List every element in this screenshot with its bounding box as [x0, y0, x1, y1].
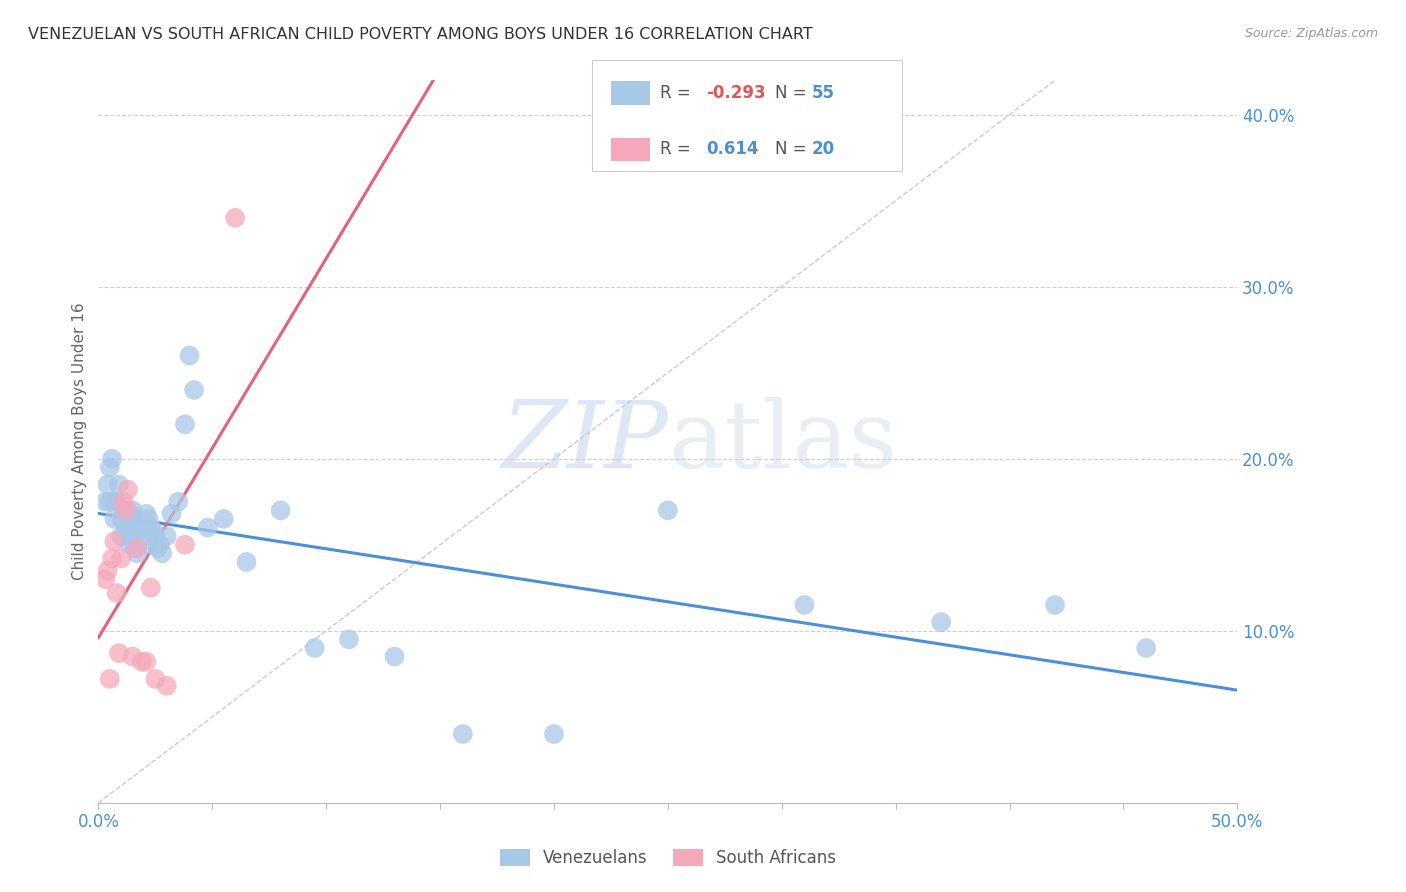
- Text: 20: 20: [811, 140, 835, 158]
- Point: [110, 512, 132, 526]
- Point: [224, 211, 246, 225]
- Text: R =: R =: [659, 84, 696, 102]
- Point: [117, 483, 139, 497]
- Point: [112, 494, 135, 508]
- Point: [124, 541, 146, 556]
- Point: [131, 520, 153, 534]
- Point: [160, 507, 183, 521]
- Text: N =: N =: [775, 140, 813, 158]
- Point: [183, 383, 205, 397]
- Point: [105, 586, 128, 600]
- Point: [121, 649, 143, 664]
- Point: [174, 538, 197, 552]
- Legend: Venezuelans, South Africans: Venezuelans, South Africans: [499, 848, 837, 867]
- Point: [117, 503, 139, 517]
- Text: N =: N =: [775, 84, 813, 102]
- Point: [657, 503, 679, 517]
- Point: [179, 349, 201, 363]
- Point: [139, 520, 162, 534]
- Point: [108, 646, 131, 660]
- Point: [96, 477, 118, 491]
- Y-axis label: Child Poverty Among Boys Under 16: Child Poverty Among Boys Under 16: [72, 302, 87, 581]
- Point: [98, 494, 121, 508]
- Point: [145, 529, 167, 543]
- Point: [138, 538, 160, 552]
- Point: [135, 655, 157, 669]
- Text: ZIP: ZIP: [501, 397, 668, 486]
- Point: [120, 512, 142, 526]
- Point: [384, 649, 406, 664]
- Point: [156, 529, 179, 543]
- Text: R =: R =: [659, 140, 702, 158]
- Point: [127, 541, 149, 556]
- Point: [146, 541, 169, 556]
- Point: [142, 524, 165, 538]
- Point: [127, 520, 149, 534]
- Point: [235, 555, 257, 569]
- Point: [138, 512, 160, 526]
- Text: VENEZUELAN VS SOUTH AFRICAN CHILD POVERTY AMONG BOYS UNDER 16 CORRELATION CHART: VENEZUELAN VS SOUTH AFRICAN CHILD POVERT…: [28, 27, 813, 42]
- Point: [94, 494, 117, 508]
- Point: [793, 598, 815, 612]
- Point: [197, 520, 219, 534]
- Point: [103, 534, 125, 549]
- Point: [114, 503, 136, 517]
- Point: [304, 640, 326, 655]
- Point: [150, 546, 173, 560]
- Point: [121, 529, 143, 543]
- Text: -0.293: -0.293: [706, 84, 766, 102]
- Point: [451, 727, 474, 741]
- Point: [110, 551, 132, 566]
- Point: [94, 572, 117, 586]
- Point: [149, 538, 172, 552]
- Point: [114, 520, 136, 534]
- Text: 55: 55: [811, 84, 835, 102]
- Point: [337, 632, 360, 647]
- Point: [929, 615, 952, 630]
- Point: [139, 581, 162, 595]
- Point: [270, 503, 292, 517]
- Text: 0.614: 0.614: [706, 140, 759, 158]
- Point: [121, 503, 143, 517]
- Point: [543, 727, 565, 741]
- Point: [212, 512, 235, 526]
- Point: [105, 494, 128, 508]
- Point: [131, 655, 153, 669]
- Point: [132, 529, 155, 543]
- Point: [101, 551, 124, 566]
- Point: [110, 529, 132, 543]
- Point: [145, 672, 167, 686]
- Point: [128, 524, 150, 538]
- Point: [103, 494, 125, 508]
- Point: [101, 451, 124, 466]
- Point: [167, 494, 190, 508]
- Point: [156, 679, 179, 693]
- Point: [120, 538, 142, 552]
- Point: [135, 507, 157, 521]
- Point: [124, 512, 146, 526]
- Point: [1043, 598, 1066, 612]
- Text: Source: ZipAtlas.com: Source: ZipAtlas.com: [1244, 27, 1378, 40]
- Point: [1135, 640, 1157, 655]
- Point: [108, 477, 131, 491]
- Point: [103, 512, 125, 526]
- Text: atlas: atlas: [668, 397, 897, 486]
- Point: [174, 417, 197, 432]
- Point: [112, 503, 135, 517]
- Point: [117, 529, 139, 543]
- Point: [127, 546, 149, 560]
- Point: [98, 460, 121, 475]
- Point: [96, 564, 118, 578]
- Point: [98, 672, 121, 686]
